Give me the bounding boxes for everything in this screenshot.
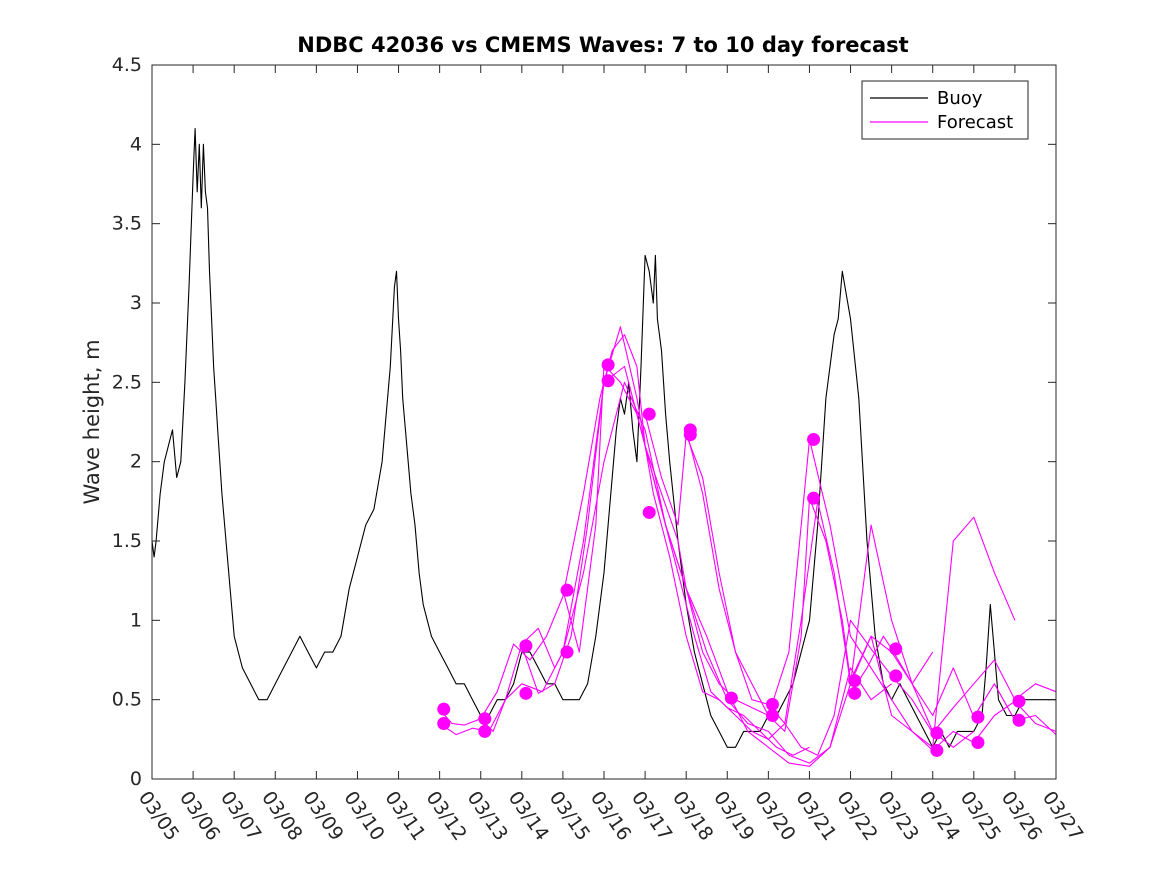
forecast-marker bbox=[601, 374, 615, 388]
y-tick-label: 0.5 bbox=[112, 689, 142, 711]
marker-layer bbox=[437, 358, 1026, 757]
series-line-forecast-6 bbox=[644, 413, 1057, 756]
y-tick-label: 4.5 bbox=[112, 54, 142, 76]
forecast-marker bbox=[765, 709, 779, 723]
forecast-marker bbox=[478, 724, 492, 738]
forecast-marker bbox=[889, 669, 903, 683]
forecast-marker bbox=[437, 702, 451, 716]
series-line-forecast-5 bbox=[562, 364, 1016, 748]
chart-title: NDBC 42036 vs CMEMS Waves: 7 to 10 day f… bbox=[297, 33, 908, 57]
forecast-marker bbox=[519, 639, 533, 653]
series-line-forecast-4 bbox=[521, 326, 975, 748]
forecast-marker bbox=[930, 743, 944, 757]
y-tick-label: 3.5 bbox=[112, 213, 142, 235]
forecast-marker bbox=[848, 674, 862, 688]
forecast-marker bbox=[437, 716, 451, 730]
forecast-marker bbox=[560, 583, 574, 597]
y-tick-label: 0 bbox=[130, 768, 142, 790]
y-tick-label: 3 bbox=[130, 292, 142, 314]
forecast-marker bbox=[519, 686, 533, 700]
forecast-marker bbox=[601, 358, 615, 372]
series-line-forecast-1 bbox=[439, 334, 810, 756]
forecast-marker bbox=[560, 645, 574, 659]
plot-area bbox=[152, 65, 1056, 779]
forecast-marker bbox=[807, 432, 821, 446]
series-line-forecast-7 bbox=[685, 429, 1057, 751]
series-line-buoy bbox=[151, 127, 1056, 748]
forecast-marker bbox=[478, 712, 492, 726]
forecast-marker bbox=[765, 697, 779, 711]
y-axis-label: Wave height, m bbox=[80, 339, 104, 504]
legend-label-forecast: Forecast bbox=[937, 112, 1013, 133]
legend-label-buoy: Buoy bbox=[937, 88, 983, 109]
y-tick-label: 4 bbox=[130, 133, 142, 155]
forecast-marker bbox=[848, 686, 862, 700]
y-axis: 0 0.5 1 1.5 2 2.5 3 3.5 4 4.5 bbox=[112, 54, 1056, 790]
forecast-marker bbox=[724, 691, 738, 705]
forecast-marker bbox=[930, 726, 944, 740]
forecast-marker bbox=[683, 428, 697, 442]
forecast-marker bbox=[642, 407, 656, 421]
y-tick-label: 2.5 bbox=[112, 371, 142, 393]
forecast-marker bbox=[971, 710, 985, 724]
forecast-marker bbox=[1012, 694, 1026, 708]
forecast-marker bbox=[642, 505, 656, 519]
legend-box bbox=[861, 80, 1029, 140]
forecast-marker bbox=[1012, 713, 1026, 727]
y-tick-label: 1 bbox=[130, 609, 142, 631]
y-tick-label: 1.5 bbox=[112, 530, 142, 552]
forecast-marker bbox=[889, 642, 903, 656]
forecast-marker bbox=[807, 491, 821, 505]
y-tick-label: 2 bbox=[130, 451, 142, 473]
series-line-forecast-2 bbox=[439, 381, 892, 767]
forecast-marker bbox=[971, 736, 985, 750]
legend: Buoy Forecast bbox=[861, 80, 1029, 140]
